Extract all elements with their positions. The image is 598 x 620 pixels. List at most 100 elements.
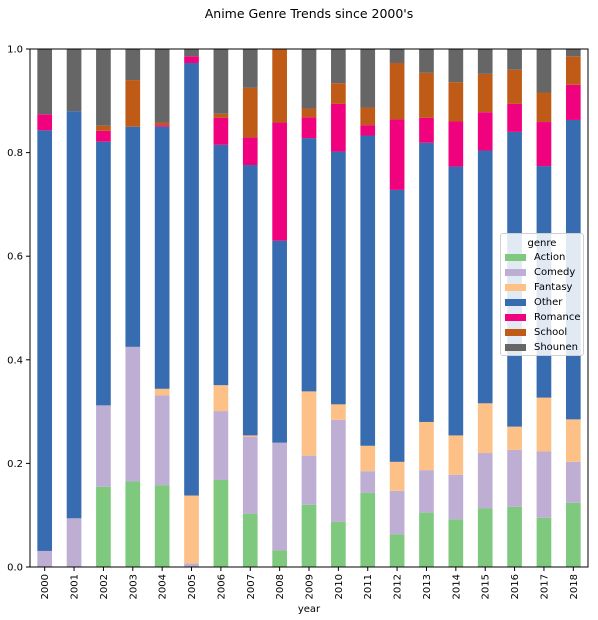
legend-label: Shounen [534,342,578,353]
legend-item-comedy: Comedy [501,265,583,280]
bar-segment-school-2014 [448,82,464,122]
bar-segment-action-2002 [96,486,111,567]
bar-segment-comedy-2010 [331,419,346,522]
bar-segment-shounen-2018 [565,49,581,57]
plot-frame [29,48,589,568]
bar-segment-action-2015 [477,508,493,567]
x-tick-label: 2010 [334,574,345,599]
bar-segment-fantasy-2011 [360,445,376,472]
bar-segment-comedy-2001 [66,518,82,567]
bar-segment-fantasy-2013 [419,421,434,471]
bar-segment-shounen-2017 [536,49,552,93]
bar-segment-school-2016 [507,69,522,104]
bar-segment-action-2009 [301,504,317,567]
bar-segment-fantasy-2018 [565,419,581,462]
x-tick-label: 2007 [246,574,257,599]
bar-segment-romance-2015 [477,112,493,151]
bar-segment-school-2009 [301,108,317,118]
y-tick-label: 0.2 [7,459,23,470]
bar-segment-action-2012 [389,534,405,567]
legend-title: genre [527,238,557,249]
bar-segment-comedy-2014 [448,474,464,520]
bar-segment-romance-2005 [184,56,199,63]
bar-segment-other-2003 [125,126,141,347]
bar-segment-shounen-2011 [360,49,376,108]
bar-segment-comedy-2011 [360,471,376,493]
x-tick-label: 2006 [216,574,227,599]
chart-title: Anime Genre Trends since 2000's [205,6,414,21]
bar-segment-other-2014 [448,166,464,436]
bar-segment-other-2001 [66,111,82,519]
bar-segment-comedy-2009 [301,455,317,505]
legend-item-fantasy: Fantasy [501,280,583,295]
bar-segment-romance-2007 [242,137,258,166]
bar-segment-romance-2011 [360,125,376,136]
bar-segment-other-2007 [242,165,258,436]
bar-segment-comedy-2004 [154,395,170,486]
bar-segment-action-2007 [242,513,258,567]
bar-segment-other-2004 [154,126,170,389]
bar-segment-other-2012 [389,189,405,462]
x-tick-label: 2011 [363,574,374,599]
bar-segment-comedy-2000 [37,550,53,567]
x-tick-label: 2015 [481,574,492,599]
bar-segment-shounen-2012 [389,49,405,63]
legend-swatch [505,254,526,261]
bar-segment-other-2013 [419,142,434,422]
bar-segment-comedy-2013 [419,470,434,513]
bar-segment-shounen-2016 [507,49,522,70]
bar-segment-fantasy-2006 [213,385,229,412]
bar-segment-shounen-2001 [66,49,82,112]
y-tick-label: 1.0 [7,45,23,56]
bar-segment-comedy-2015 [477,453,493,509]
bar-segment-comedy-2003 [125,346,141,482]
bar-segment-comedy-2007 [242,436,258,514]
bar-segment-shounen-2015 [477,49,493,74]
bar-segment-fantasy-2005 [184,495,199,564]
bar-segment-shounen-2014 [448,49,464,83]
bar-segment-action-2004 [154,485,170,567]
bar-segment-shounen-2013 [419,49,434,73]
bar-segment-school-2010 [331,83,346,104]
bar-segment-shounen-2007 [242,49,258,88]
bar-segment-school-2003 [125,80,141,127]
bar-segment-comedy-2016 [507,449,522,507]
x-tick-label: 2016 [510,574,521,599]
legend-item-shounen: Shounen [501,340,583,355]
bar-segment-other-2011 [360,135,376,446]
bar-segment-romance-2009 [301,117,317,139]
y-tick-label: 0.0 [7,563,23,574]
x-tick-label: 2001 [70,574,81,599]
bar-segment-other-2010 [331,151,346,405]
bar-segment-comedy-2006 [213,411,229,480]
bar-segment-romance-2014 [448,121,464,167]
bar-segment-comedy-2018 [565,461,581,503]
bar-segment-fantasy-2012 [389,461,405,491]
bar-segment-fantasy-2016 [507,426,522,450]
x-tick-label: 2000 [40,574,51,599]
bar-segment-school-2013 [419,72,434,118]
bar-segment-romance-2008 [272,122,287,241]
bar-segment-fantasy-2015 [477,403,493,454]
bar-segment-shounen-2009 [301,49,317,109]
bar-segment-action-2017 [536,517,552,567]
x-tick-label: 2003 [128,574,139,599]
bar-segment-comedy-2002 [96,405,111,487]
y-tick-label: 0.4 [7,355,23,366]
x-tick-label: 2002 [99,574,110,599]
x-tick-label: 2017 [539,574,550,599]
bar-segment-romance-2017 [536,122,552,167]
bar-segment-other-2015 [477,150,493,404]
x-tick-label: 2013 [422,574,433,599]
bar-segment-fantasy-2017 [536,397,552,452]
bar-segment-school-2012 [389,62,405,120]
bar-segment-shounen-2004 [154,49,170,123]
bar-segment-other-2009 [301,138,317,392]
bar-segment-romance-2000 [37,114,53,131]
bar-segment-comedy-2008 [272,442,287,551]
bar-segment-romance-2012 [389,119,405,190]
bar-segment-school-2007 [242,87,258,138]
legend-item-romance: Romance [501,310,583,325]
legend-label: School [534,327,568,338]
legend-label: Fantasy [534,282,573,293]
